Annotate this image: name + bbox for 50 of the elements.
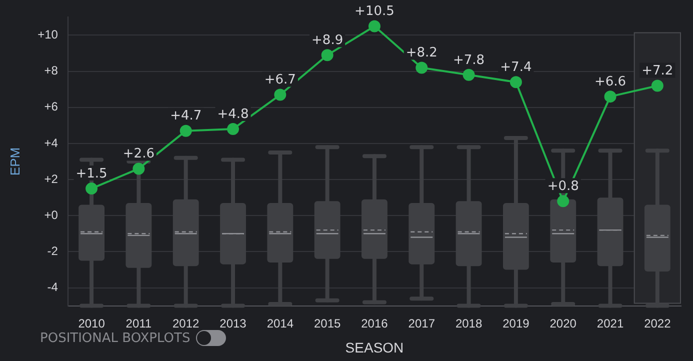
text: POSITIONAL BOXPLOTS (40, 330, 190, 346)
x-axis-title: SEASON (345, 339, 404, 356)
point (180, 124, 192, 137)
y-tick-label: -2 (47, 244, 58, 258)
y-tick-label: +0 (44, 208, 58, 222)
data-label: +4.7 (170, 108, 202, 124)
y-tick-label: +4 (44, 136, 58, 150)
data-label: +8.9 (312, 32, 344, 48)
data-label: +0.8 (547, 179, 579, 194)
y-tick-label: +6 (44, 100, 58, 114)
x-tick-label: 2017 (408, 316, 436, 330)
point (86, 182, 98, 195)
data-label: +2.6 (122, 146, 154, 162)
x-tick-label: 2011 (126, 316, 152, 330)
x-tick-label: 2014 (266, 316, 294, 330)
point (462, 68, 475, 81)
point (227, 123, 240, 136)
point (274, 88, 286, 101)
data-label: +8.2 (406, 46, 438, 61)
y-tick-label: +2 (44, 172, 58, 186)
data-label: +7.4 (500, 60, 532, 76)
x-tick-label: 2021 (596, 316, 624, 330)
y-axis-title: EPM (7, 147, 22, 176)
y-tick-label: +10 (38, 28, 58, 42)
data-label: +4.8 (217, 106, 249, 122)
point (321, 49, 334, 62)
x-tick-label: 2013 (220, 316, 247, 330)
x-tick-label: 2012 (172, 316, 200, 330)
x-tick-label: 2016 (361, 316, 388, 330)
data-label: +7.8 (453, 52, 485, 68)
point (510, 76, 522, 88)
x-tick-label: 2022 (644, 316, 672, 330)
x-tick-label: 2020 (550, 316, 577, 330)
point (604, 90, 616, 103)
data-label: +10.5 (354, 4, 394, 20)
point (368, 20, 380, 32)
data-label: +7.2 (642, 64, 674, 79)
data-label: +6.6 (594, 74, 626, 90)
x-tick-label: 2015 (314, 316, 341, 330)
x-tick-label: 2019 (502, 316, 530, 330)
x-tick-label: 2010 (78, 316, 106, 330)
point (651, 80, 664, 92)
data-label: +6.7 (264, 72, 296, 88)
point (416, 62, 428, 74)
y-tick-label: +8 (44, 64, 58, 78)
data-label: +1.5 (76, 166, 108, 182)
y-tick-label: -4 (47, 280, 58, 294)
x-tick-label: 2018 (455, 316, 482, 330)
point (132, 162, 145, 175)
point (557, 195, 570, 208)
